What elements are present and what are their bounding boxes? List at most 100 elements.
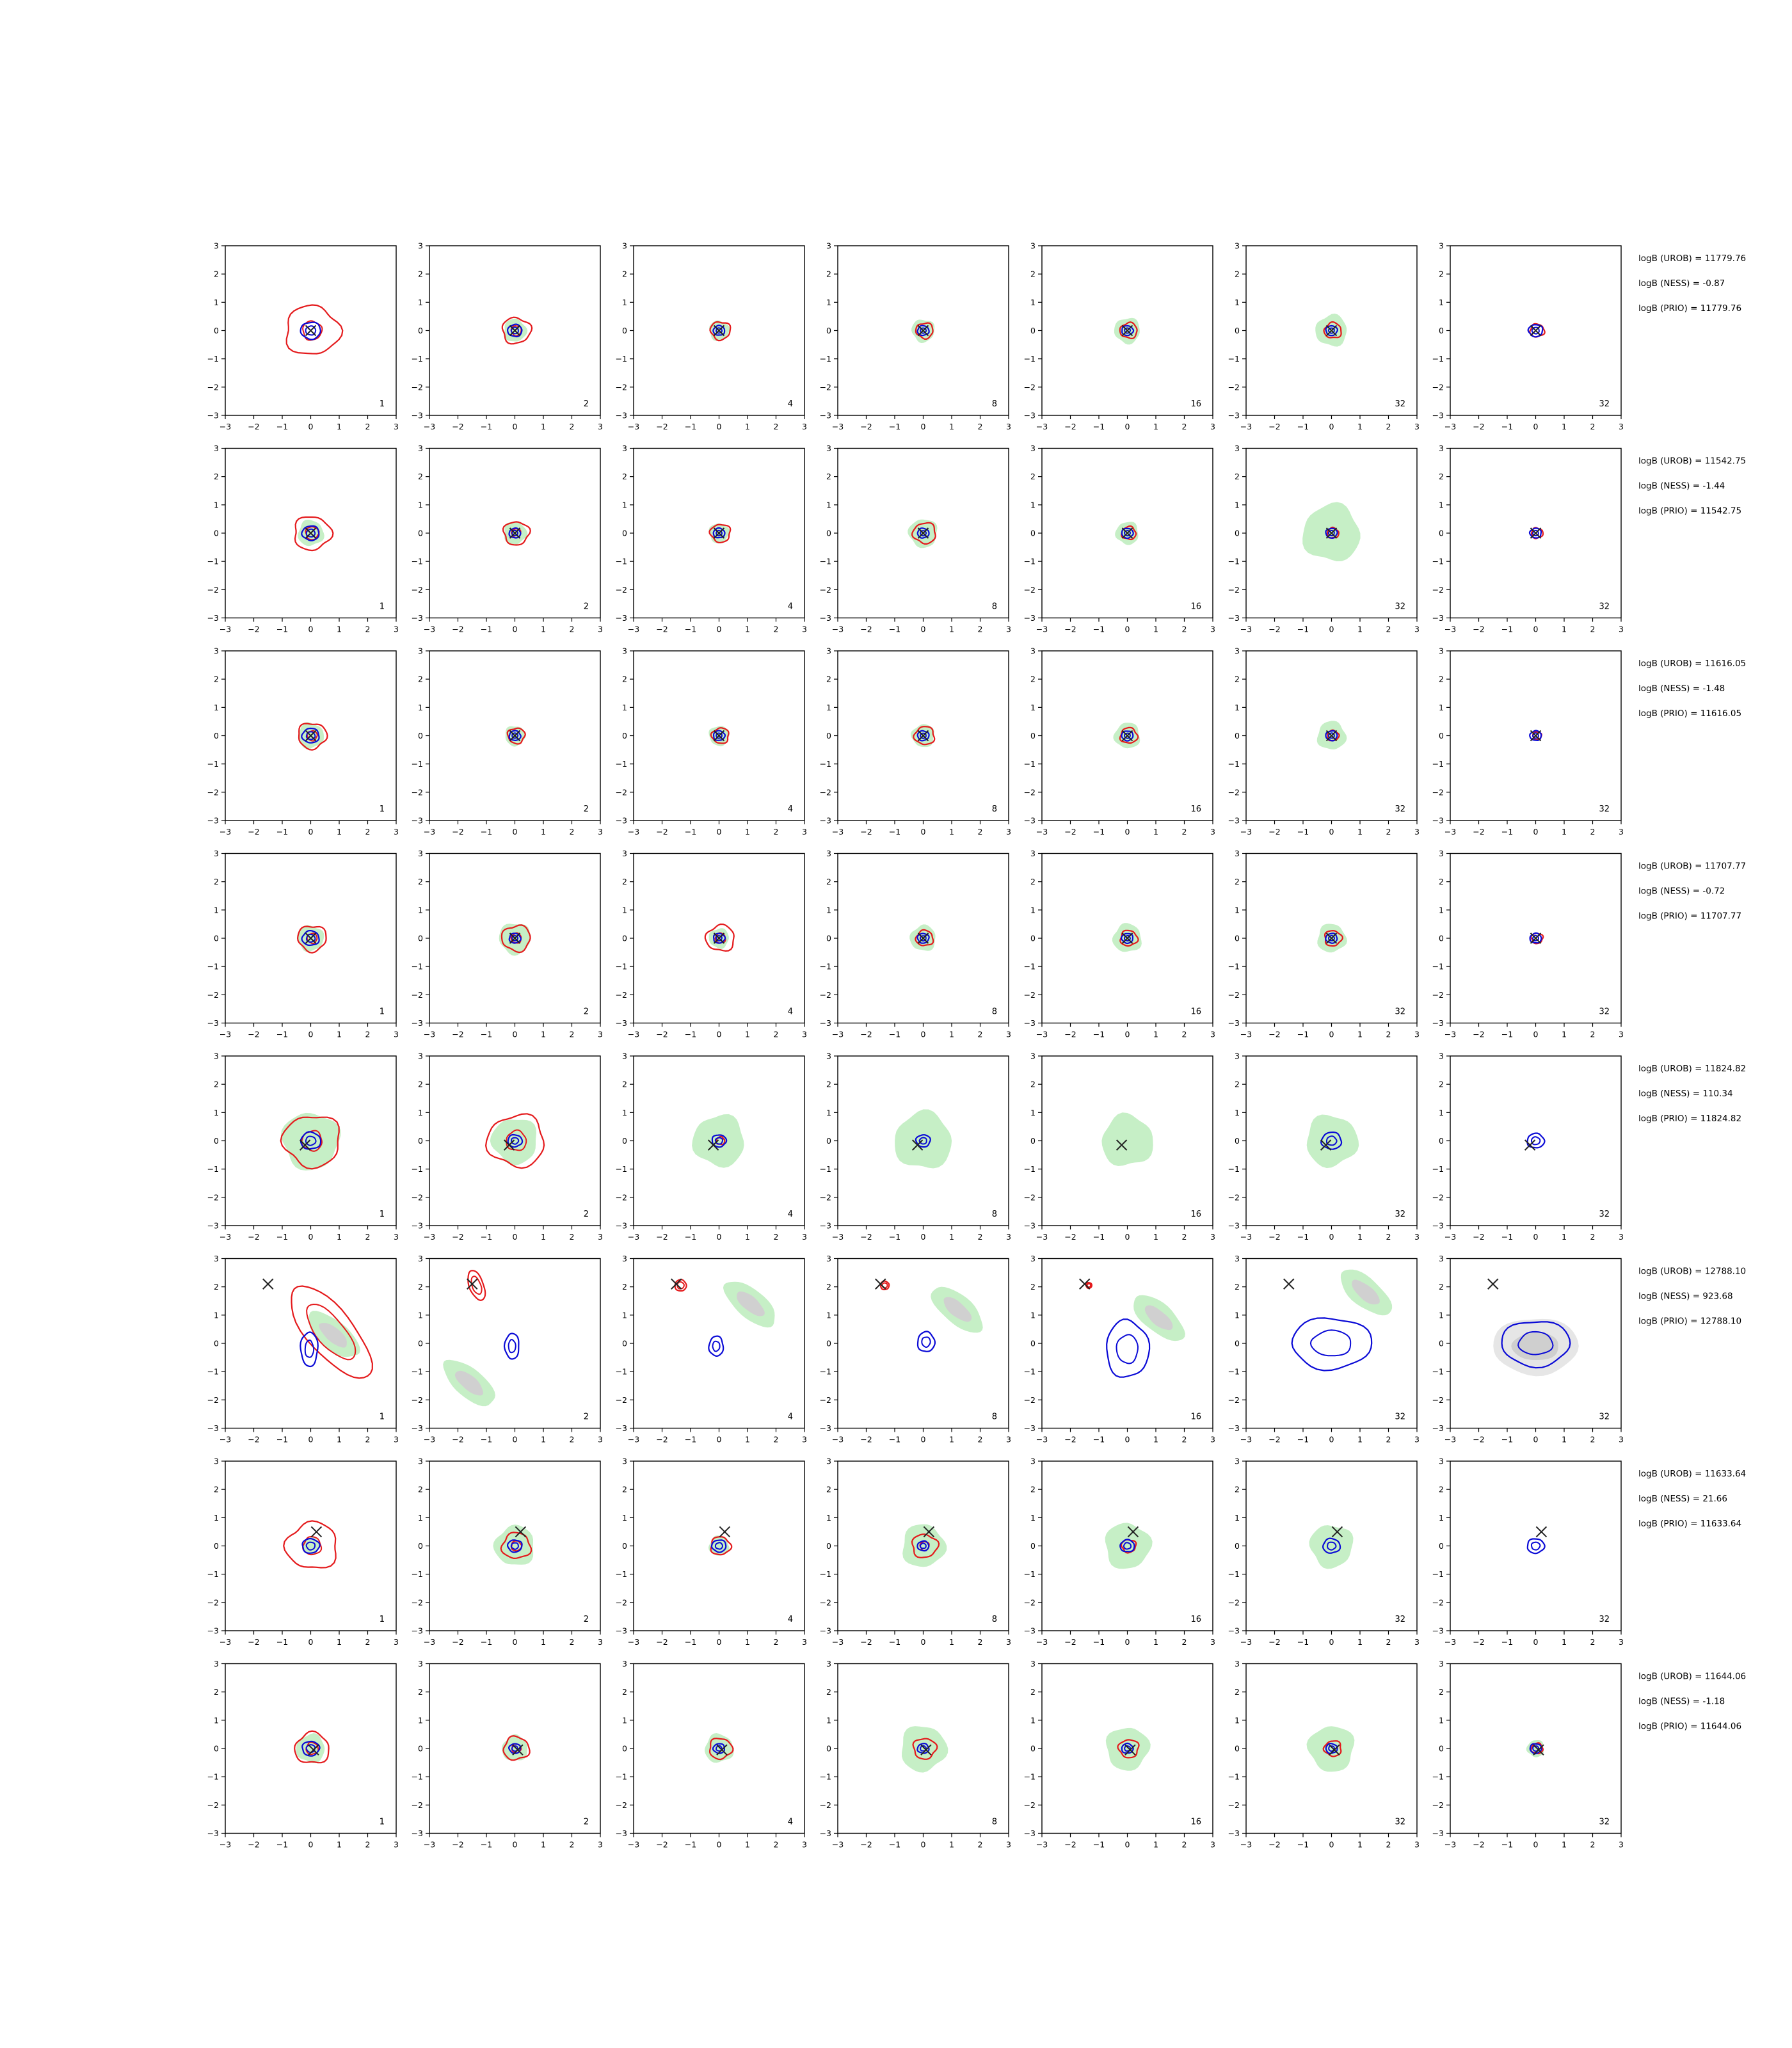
y-tick-label: 0	[214, 731, 219, 740]
stat-prio: logB (PRIO) = 11616.05	[1638, 708, 1741, 719]
y-tick-label: −1	[1228, 1164, 1240, 1174]
x-tick-label: −1	[481, 1232, 492, 1242]
truth-marker	[1283, 1278, 1295, 1290]
panel-label: 32	[1599, 1210, 1610, 1219]
truth-marker	[299, 1139, 311, 1151]
green-density-region	[1306, 1114, 1359, 1169]
y-tick-label: 1	[214, 1715, 219, 1725]
y-tick-label: 1	[1030, 1513, 1036, 1523]
y-tick-label: 3	[1439, 1457, 1444, 1466]
plot-area	[1526, 1740, 1544, 1757]
y-tick-label: 1	[214, 905, 219, 915]
red-contour	[502, 521, 531, 546]
truth-marker	[503, 1139, 515, 1151]
y-tick-label: 1	[1439, 703, 1444, 712]
x-tick-label: −3	[1444, 625, 1456, 634]
y-tick-label: −3	[820, 411, 831, 420]
red-contour-inner	[301, 1130, 323, 1152]
y-tick-label: −3	[1024, 816, 1036, 826]
truth-marker	[305, 730, 317, 742]
x-tick-label: −1	[276, 1232, 288, 1242]
y-tick-label: −2	[1024, 1800, 1036, 1810]
y-tick-label: 3	[826, 1659, 831, 1668]
y-tick-label: 2	[1030, 1687, 1036, 1697]
panel-label: 8	[992, 1818, 997, 1827]
panel-label: 32	[1395, 1412, 1405, 1422]
y-tick-label: −2	[1228, 787, 1240, 797]
x-tick-label: −3	[1444, 1232, 1456, 1242]
x-tick-label: 1	[1357, 1030, 1363, 1039]
red-contour	[704, 923, 735, 952]
blue-contour-inner	[305, 1541, 316, 1551]
x-tick-label: 1	[541, 827, 546, 836]
x-tick-label: 3	[802, 422, 807, 431]
y-tick-label: −1	[1432, 557, 1444, 566]
x-tick-label: 0	[1329, 827, 1334, 836]
x-tick-label: 3	[1414, 422, 1420, 431]
panel-r6-c5: −3−3 −2 −2 −1 −1 0 0 1 1 2 2 3 3 16	[1024, 1254, 1215, 1444]
blue-contour-inner	[1517, 1331, 1554, 1356]
truth-marker	[713, 730, 725, 742]
x-tick-label: 0	[1329, 1840, 1334, 1850]
y-tick-label: −2	[1024, 990, 1036, 1000]
y-tick-label: 0	[214, 1541, 219, 1551]
y-tick-label: 1	[1030, 500, 1036, 509]
x-tick-label: 0	[1533, 625, 1539, 634]
y-tick-label: 3	[622, 1457, 627, 1466]
red-contour	[294, 1730, 330, 1764]
truth-marker	[467, 1278, 478, 1290]
x-tick-label: 1	[1562, 1232, 1567, 1242]
panel-r2-c2: −3−3 −2 −2 −1 −1 0 0 1 1 2 2 3 3 2	[412, 444, 603, 634]
y-tick-label: 1	[1439, 1108, 1444, 1117]
stat-prio: logB (PRIO) = 11824.82	[1638, 1114, 1741, 1124]
y-tick-label: 0	[418, 1541, 423, 1551]
blue-contour	[301, 1537, 321, 1554]
x-tick-label: 1	[541, 1232, 546, 1242]
blue-contour-inner	[714, 1137, 724, 1145]
x-tick-label: 3	[598, 1840, 603, 1850]
x-tick-label: 2	[1182, 1637, 1187, 1647]
x-tick-label: −3	[1036, 1637, 1048, 1647]
y-tick-label: −3	[412, 816, 423, 826]
blue-contour	[1526, 1538, 1546, 1555]
blue-contour-inner	[712, 1340, 721, 1352]
x-tick-label: 1	[1153, 1030, 1158, 1039]
truth-marker	[512, 1744, 524, 1756]
y-tick-label: 0	[214, 1136, 219, 1146]
stat-urob: logB (UROB) = 11633.64	[1638, 1469, 1746, 1479]
y-tick-label: 3	[214, 1052, 219, 1061]
x-tick-label: 0	[921, 1637, 926, 1647]
x-tick-label: 0	[1125, 827, 1130, 836]
panel-r4-c6: −3−3 −2 −2 −1 −1 0 0 1 1 2 2 3 3 32	[1228, 849, 1420, 1039]
x-tick-label: 3	[1006, 827, 1011, 836]
x-tick-label: −1	[1093, 422, 1105, 431]
plot-area	[294, 1730, 330, 1764]
x-tick-label: 1	[337, 1030, 342, 1039]
x-tick-label: −3	[1036, 1232, 1048, 1242]
x-tick-label: 3	[802, 1435, 807, 1444]
x-tick-label: 0	[1533, 1435, 1539, 1444]
y-tick-label: −2	[616, 990, 627, 1000]
y-tick-label: −3	[616, 1828, 627, 1838]
x-tick-label: −3	[1444, 1840, 1456, 1850]
y-tick-label: −3	[1024, 1626, 1036, 1636]
blue-contour-inner	[918, 1137, 927, 1145]
y-tick-label: 2	[1235, 1485, 1240, 1494]
x-tick-label: 3	[1006, 1232, 1011, 1242]
y-tick-label: 3	[214, 241, 219, 251]
y-tick-label: −3	[1024, 613, 1036, 623]
red-contour	[915, 322, 934, 340]
blue-contour	[712, 527, 726, 539]
y-tick-label: −2	[1024, 787, 1036, 797]
x-tick-label: 0	[513, 625, 518, 634]
truth-marker	[1121, 932, 1133, 944]
x-tick-label: −2	[1064, 1637, 1076, 1647]
row-stats-3: logB (UROB) = 11616.05 logB (NESS) = -1.4…	[1638, 659, 1746, 719]
x-tick-label: 1	[1357, 1840, 1363, 1850]
y-tick-label: 0	[1235, 1136, 1240, 1146]
truth-marker	[911, 1139, 924, 1151]
y-tick-label: 0	[214, 934, 219, 943]
blue-contour-inner	[714, 1542, 724, 1550]
x-tick-label: 0	[308, 1030, 314, 1039]
green-density-region	[499, 924, 531, 956]
